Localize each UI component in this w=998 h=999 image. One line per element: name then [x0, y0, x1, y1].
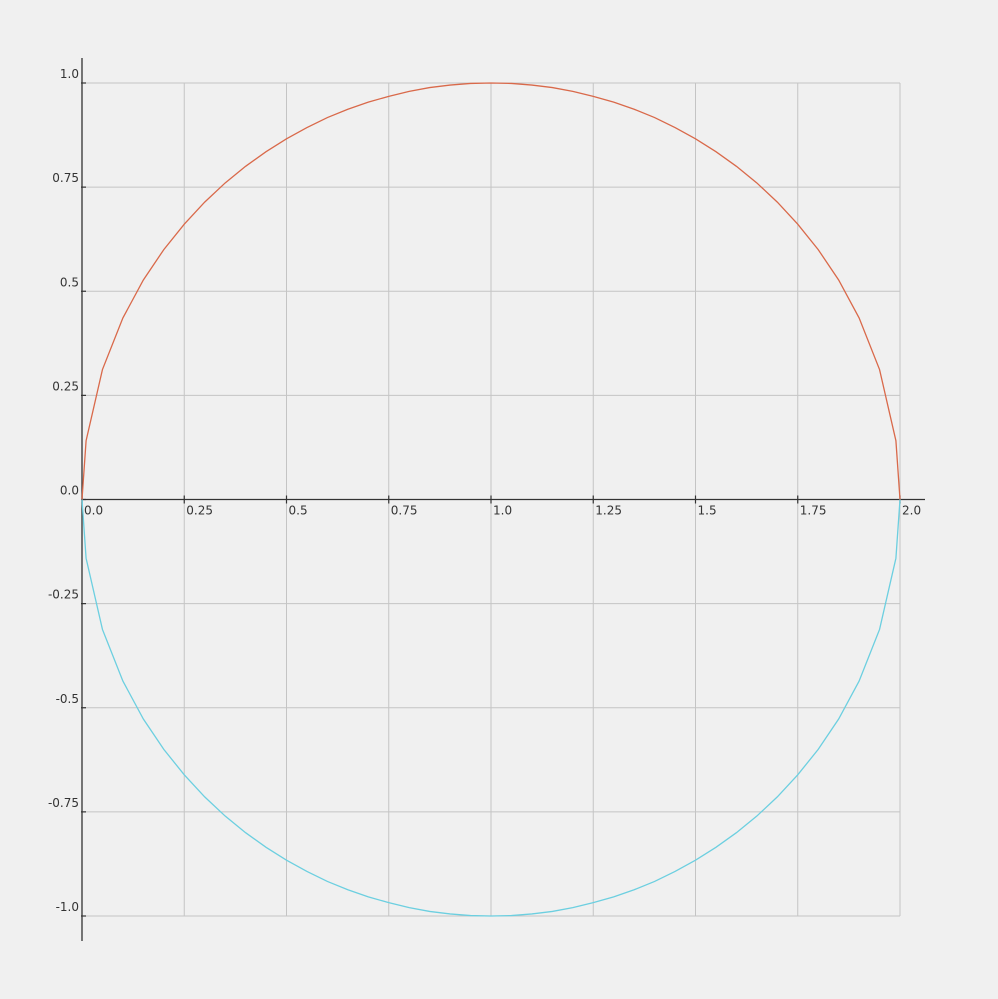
- y-tick-label: -1.0: [56, 900, 79, 914]
- x-tick-label: 1.5: [698, 504, 717, 518]
- x-tick-label: 0.25: [186, 504, 213, 518]
- y-tick-label: 0.75: [52, 171, 79, 185]
- axes: [81, 58, 925, 941]
- y-tick-label: -0.25: [48, 588, 79, 602]
- y-tick-label: 0.0: [60, 484, 79, 498]
- x-tick-label: 0.75: [391, 504, 418, 518]
- x-tick-label: 2.0: [902, 504, 921, 518]
- x-tick-label: 0.0: [84, 504, 103, 518]
- y-tick-label: 0.25: [52, 379, 79, 393]
- y-tick-label: 0.5: [60, 275, 79, 289]
- x-tick-label: 1.0: [493, 504, 512, 518]
- series-line-lower: [81, 499, 901, 917]
- x-tick-label: 0.5: [289, 504, 308, 518]
- y-tick-label: -0.75: [48, 796, 79, 810]
- x-tick-label: 1.25: [595, 504, 622, 518]
- plot-area: [81, 82, 901, 917]
- y-tick-label: 1.0: [60, 67, 79, 81]
- tick-labels: 0.0 0.25 0.5 0.75 1.0 1.25 1.5 1.75 2.0 1.0 0.75 0.…: [48, 67, 921, 914]
- series-line-upper: [81, 82, 901, 500]
- y-tick-label: -0.5: [56, 692, 79, 706]
- x-tick-label: 1.75: [800, 504, 827, 518]
